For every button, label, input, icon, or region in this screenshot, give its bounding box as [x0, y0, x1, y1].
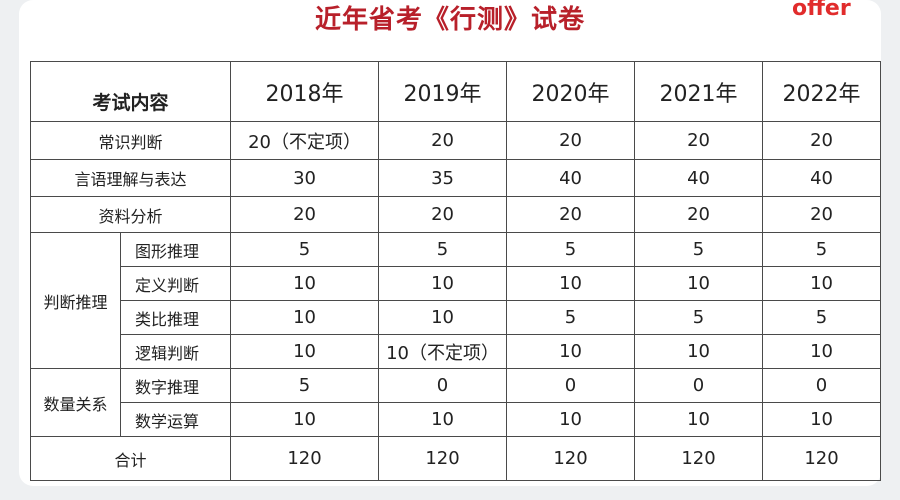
table-cell: 10 — [230, 334, 380, 369]
table-cell: 0 — [762, 368, 882, 403]
table-cell: 10 — [506, 402, 636, 437]
table-cell: 10 — [634, 334, 764, 369]
table-cell: 20 — [378, 196, 508, 233]
header-row: 考试内容 2018年 2019年 2020年 2021年 2022年 — [29, 61, 882, 122]
brand-watermark: offer — [792, 0, 851, 21]
table-cell: 20 — [378, 121, 508, 160]
table-cell: 30 — [230, 159, 380, 197]
table-cell: 5 — [762, 300, 882, 335]
total-cell: 120 — [506, 436, 636, 481]
total-row: 合计 120 120 120 120 120 — [29, 436, 882, 481]
total-label: 合计 — [29, 436, 232, 481]
table-cell: 20 — [634, 196, 764, 233]
total-cell: 120 — [762, 436, 882, 481]
table-row: 判断推理 图形推理 5 5 5 5 5 — [30, 232, 882, 369]
year-header: 2020年 — [506, 61, 636, 122]
table-cell: 40 — [762, 159, 882, 197]
table-cell: 10 — [230, 300, 380, 335]
page-title: 近年省考《行测》试卷 — [314, 5, 585, 35]
sub-row-label: 定义判断 — [119, 266, 232, 301]
table-cell: 20 — [230, 196, 380, 233]
table-row: 常识判断 20（不定项） 20 20 20 20 — [29, 121, 882, 160]
year-header: 2019年 — [378, 61, 508, 122]
table-cell: 20 — [506, 121, 636, 160]
row-label: 资料分析 — [29, 196, 232, 233]
table-row: 类比推理 10 10 5 5 5 — [31, 300, 882, 335]
year-header: 2018年 — [230, 61, 380, 122]
total-cell: 120 — [634, 436, 764, 481]
sub-row-label: 数字推理 — [119, 368, 232, 403]
sub-row-label: 图形推理 — [119, 232, 232, 267]
table-cell: 10 — [762, 266, 882, 301]
row-label: 言语理解与表达 — [29, 159, 232, 197]
table-cell: 40 — [506, 159, 636, 197]
table-cell: 20 — [762, 196, 882, 233]
table-cell: 20 — [762, 121, 882, 160]
table-cell: 5 — [634, 300, 764, 335]
sub-row-label: 逻辑判断 — [119, 334, 232, 369]
table-cell: 10 — [378, 300, 508, 335]
sub-row-label: 数学运算 — [119, 402, 232, 437]
table-cell: 5 — [634, 232, 764, 267]
table-cell: 5 — [506, 232, 636, 267]
table-cell: 0 — [506, 368, 636, 403]
table-cell: 10 — [230, 402, 380, 437]
table-cell: 20（不定项） — [230, 121, 380, 160]
table-cell: 10 — [506, 266, 636, 301]
table-cell: 20 — [506, 196, 636, 233]
table-cell: 0 — [634, 368, 764, 403]
table-row: 资料分析 20 20 20 20 20 — [29, 196, 882, 233]
table-row: 逻辑判断 10 10（不定项） 10 10 10 — [31, 334, 882, 369]
table-row: 数学运算 10 10 10 10 10 — [31, 402, 882, 437]
table-row: 定义判断 10 10 10 10 10 — [31, 266, 882, 301]
table-cell: 10（不定项） — [378, 334, 508, 369]
table-cell: 5 — [506, 300, 636, 335]
table-row: 数量关系 数字推理 5 0 0 0 0 — [30, 368, 882, 437]
exam-table: 考试内容 2018年 2019年 2020年 2021年 2022年 常识判断 … — [29, 61, 882, 481]
group-label: 判断推理 — [30, 232, 121, 369]
year-header: 2021年 — [634, 61, 764, 122]
table-cell: 10 — [230, 266, 380, 301]
table-cell: 35 — [378, 159, 508, 197]
table-cell: 0 — [378, 368, 508, 403]
table-cell: 10 — [506, 334, 636, 369]
table-cell: 40 — [634, 159, 764, 197]
header-label: 考试内容 — [29, 61, 232, 122]
table-cell: 5 — [230, 368, 380, 403]
total-cell: 120 — [230, 436, 380, 481]
year-header: 2022年 — [762, 61, 882, 122]
sub-row-label: 类比推理 — [119, 300, 232, 335]
table-cell: 10 — [762, 402, 882, 437]
total-cell: 120 — [378, 436, 508, 481]
table-cell: 5 — [378, 232, 508, 267]
table-cell: 10 — [634, 266, 764, 301]
row-label: 常识判断 — [29, 121, 232, 160]
table-cell: 10 — [634, 402, 764, 437]
table-cell: 5 — [230, 232, 380, 267]
table-cell: 10 — [762, 334, 882, 369]
group-label: 数量关系 — [30, 368, 121, 437]
table-row: 言语理解与表达 30 35 40 40 40 — [29, 159, 882, 197]
table-cell: 10 — [378, 402, 508, 437]
table-cell: 10 — [378, 266, 508, 301]
table-cell: 20 — [634, 121, 764, 160]
table-cell: 5 — [762, 232, 882, 267]
